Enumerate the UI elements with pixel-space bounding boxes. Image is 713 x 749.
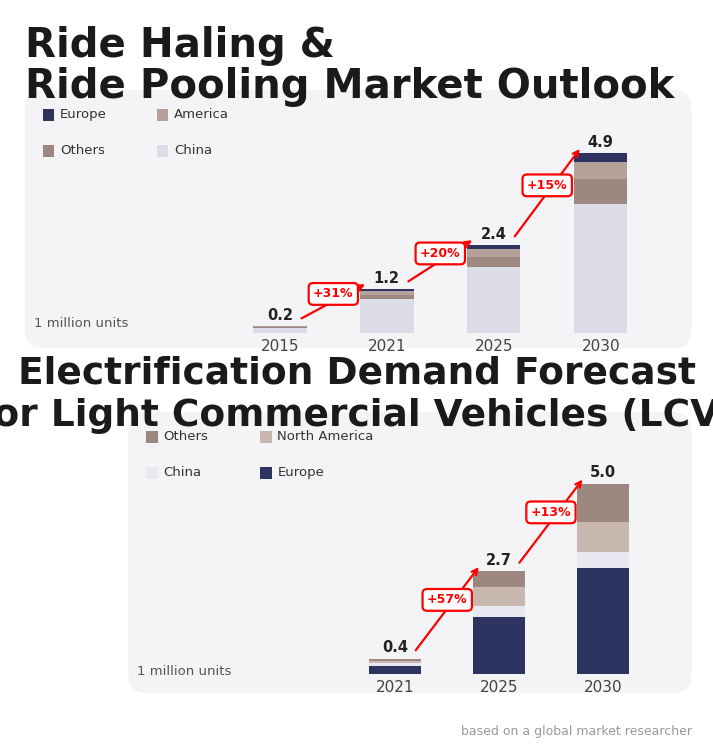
Bar (574, 204, 627, 333)
Bar (369, 664, 421, 666)
Text: Others: Others (163, 430, 208, 443)
Bar (577, 568, 629, 674)
Text: China: China (163, 466, 201, 479)
Text: China: China (174, 144, 212, 157)
Bar (473, 606, 525, 617)
Text: +13%: +13% (530, 506, 571, 519)
Bar (577, 484, 629, 522)
Text: Europe: Europe (60, 108, 107, 121)
Bar (369, 659, 421, 661)
Text: Others: Others (60, 144, 105, 157)
Text: Electrification Demand Forecast: Electrification Demand Forecast (18, 356, 695, 392)
Text: Europe: Europe (277, 466, 324, 479)
Bar (574, 179, 627, 204)
Bar (473, 586, 525, 606)
Bar (369, 666, 421, 674)
Bar (577, 522, 629, 552)
Bar (253, 327, 307, 333)
Text: 4.9: 4.9 (588, 135, 614, 150)
Bar (473, 571, 525, 586)
Text: 2.7: 2.7 (486, 553, 512, 568)
Text: Ride Pooling Market Outlook: Ride Pooling Market Outlook (25, 67, 674, 107)
Bar (360, 294, 414, 300)
Bar (360, 291, 414, 294)
Text: Ride Haling &: Ride Haling & (25, 26, 335, 66)
Text: 1 million units: 1 million units (137, 665, 231, 678)
Bar (467, 267, 520, 333)
Text: America: America (174, 108, 229, 121)
Text: for Light Commercial Vehicles (LCV): for Light Commercial Vehicles (LCV) (0, 398, 713, 434)
Text: 0.2: 0.2 (267, 308, 293, 323)
Text: +57%: +57% (427, 593, 468, 607)
Text: North America: North America (277, 430, 374, 443)
Text: +15%: +15% (527, 179, 568, 192)
Bar (577, 552, 629, 568)
Bar (467, 245, 520, 249)
Bar (467, 257, 520, 267)
Text: 0.4: 0.4 (382, 640, 409, 655)
Text: 1 million units: 1 million units (34, 317, 128, 330)
Text: 2.4: 2.4 (481, 227, 507, 242)
Bar (467, 249, 520, 257)
Text: 1.2: 1.2 (374, 271, 400, 286)
Text: based on a global market researcher: based on a global market researcher (461, 725, 692, 738)
Text: +31%: +31% (313, 288, 354, 300)
Bar (473, 617, 525, 674)
Text: 5.0: 5.0 (590, 465, 616, 480)
Bar (360, 300, 414, 333)
Bar (574, 163, 627, 179)
Bar (574, 153, 627, 163)
Bar (360, 289, 414, 291)
Bar (369, 661, 421, 664)
Text: +20%: +20% (420, 247, 461, 260)
